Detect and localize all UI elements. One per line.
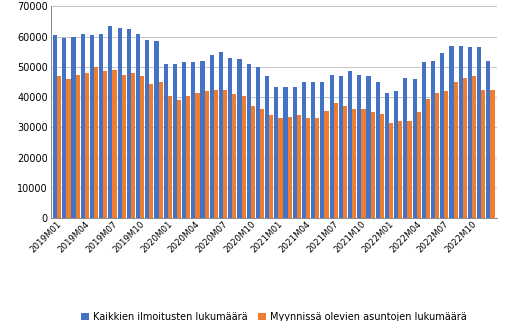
Bar — [293, 87, 297, 218]
Bar — [459, 46, 463, 218]
Bar — [214, 90, 218, 218]
Bar — [256, 67, 260, 218]
Bar — [195, 93, 200, 218]
Bar — [352, 109, 356, 218]
Bar — [334, 103, 338, 218]
Legend: Kaikkien ilmoitusten lukumäärä, Myynnissä olevien asuntojen lukumäärä: Kaikkien ilmoitusten lukumäärä, Myynniss… — [81, 312, 467, 321]
Bar — [472, 76, 476, 218]
Bar — [205, 91, 209, 218]
Bar — [394, 91, 398, 218]
Bar — [339, 76, 343, 218]
Bar — [140, 76, 144, 218]
Bar — [278, 118, 282, 218]
Bar — [186, 96, 190, 218]
Bar — [232, 94, 236, 218]
Bar — [168, 96, 172, 218]
Bar — [454, 82, 458, 218]
Bar — [371, 112, 375, 218]
Bar — [155, 41, 159, 218]
Bar — [408, 121, 412, 218]
Bar — [330, 74, 334, 218]
Bar — [103, 72, 107, 218]
Bar — [302, 82, 306, 218]
Bar — [251, 106, 255, 218]
Bar — [228, 58, 232, 218]
Bar — [191, 62, 195, 218]
Bar — [99, 34, 103, 218]
Bar — [367, 76, 371, 218]
Bar — [177, 100, 181, 218]
Bar — [131, 73, 135, 218]
Bar — [297, 115, 301, 218]
Bar — [237, 59, 241, 218]
Bar — [431, 61, 435, 218]
Bar — [283, 87, 287, 218]
Bar — [417, 112, 421, 218]
Bar — [66, 79, 70, 218]
Bar — [385, 93, 389, 218]
Bar — [287, 117, 292, 218]
Bar — [398, 121, 403, 218]
Bar — [71, 37, 76, 218]
Bar — [62, 38, 66, 218]
Bar — [94, 67, 98, 218]
Bar — [57, 76, 61, 218]
Bar — [389, 123, 393, 218]
Bar — [311, 82, 315, 218]
Bar — [320, 82, 324, 218]
Bar — [306, 118, 310, 218]
Bar — [435, 93, 439, 218]
Bar — [127, 29, 131, 218]
Bar — [463, 78, 467, 218]
Bar — [159, 82, 163, 218]
Bar — [219, 52, 223, 218]
Bar — [348, 72, 352, 218]
Bar — [136, 34, 140, 218]
Bar — [343, 106, 347, 218]
Bar — [477, 47, 481, 218]
Bar — [449, 46, 454, 218]
Bar — [324, 111, 329, 218]
Bar — [422, 62, 426, 218]
Bar — [118, 28, 122, 218]
Bar — [444, 91, 449, 218]
Bar — [413, 79, 417, 218]
Bar — [403, 78, 408, 218]
Bar — [357, 74, 361, 218]
Bar — [274, 87, 278, 218]
Bar — [113, 70, 117, 218]
Bar — [210, 55, 214, 218]
Bar — [90, 35, 94, 218]
Bar — [246, 64, 251, 218]
Bar — [440, 53, 444, 218]
Bar — [481, 90, 485, 218]
Bar — [76, 74, 80, 218]
Bar — [376, 82, 380, 218]
Bar — [490, 90, 494, 218]
Bar — [361, 109, 366, 218]
Bar — [182, 62, 186, 218]
Bar — [269, 115, 273, 218]
Bar — [260, 109, 264, 218]
Bar — [426, 99, 430, 218]
Bar — [200, 61, 205, 218]
Bar — [265, 76, 269, 218]
Bar — [468, 47, 472, 218]
Bar — [315, 118, 319, 218]
Bar — [122, 74, 126, 218]
Bar — [53, 35, 57, 218]
Bar — [486, 61, 490, 218]
Bar — [150, 83, 154, 218]
Bar — [241, 96, 246, 218]
Bar — [81, 34, 85, 218]
Bar — [380, 114, 384, 218]
Bar — [145, 40, 150, 218]
Bar — [173, 64, 177, 218]
Bar — [164, 64, 168, 218]
Bar — [223, 90, 227, 218]
Bar — [85, 73, 89, 218]
Bar — [108, 26, 113, 218]
